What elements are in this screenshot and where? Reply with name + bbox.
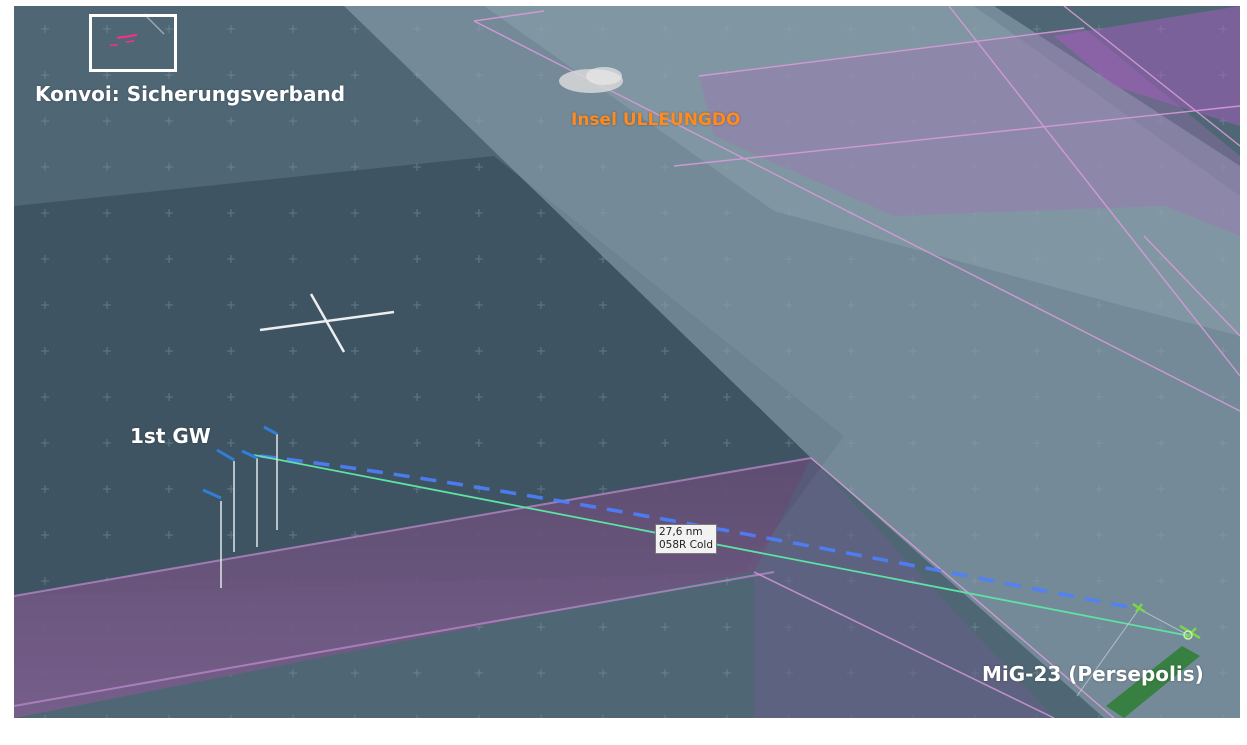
zone-edge [14, 457, 812, 597]
restricted-zone-right [1054, 6, 1240, 126]
friendly-group-label: 1st GW [130, 424, 211, 448]
projection-line [1138, 608, 1191, 637]
enemy-label: MiG-23 (Persepolis) [982, 662, 1204, 686]
altitude-shadow [1106, 646, 1200, 718]
tactical-3d-view[interactable]: Konvoi: Sicherungsverband Insel ULLEUNGD… [14, 6, 1240, 718]
crosshair-icon[interactable] [259, 293, 395, 353]
friendly-aircraft-group[interactable] [202, 425, 278, 588]
aircraft-marker-icon[interactable] [202, 488, 222, 588]
airspace-band-face [754, 458, 1054, 718]
aircraft-marker-icon[interactable] [216, 448, 235, 552]
range-info-box: 27,6 nm 058R Cold [655, 524, 718, 554]
convoy-label: Konvoi: Sicherungsverband [35, 82, 346, 106]
enemy-aircraft-icon[interactable] [1183, 630, 1193, 640]
corridor-volume [344, 6, 1240, 718]
enemy-aircraft-icon[interactable] [1132, 602, 1146, 614]
predicted-track-line [259, 454, 1140, 611]
airspace-band [14, 458, 811, 718]
restricted-zone [699, 28, 1240, 236]
map-canvas[interactable] [14, 6, 1240, 718]
distance-value: 27,6 nm [659, 526, 703, 538]
projection-line [1076, 608, 1140, 697]
zone-edge [753, 571, 1055, 718]
range-line [253, 454, 1191, 637]
aircraft-marker-icon[interactable] [241, 449, 258, 547]
island-shape [586, 67, 622, 85]
enemy-aircraft-group[interactable] [1076, 602, 1201, 718]
aircraft-marker-icon[interactable] [263, 425, 278, 530]
minimap-frame[interactable] [89, 14, 177, 72]
zone-edge [14, 571, 775, 707]
corridor-top [484, 6, 1240, 336]
bearing-aspect-value: 058R Cold [659, 539, 714, 551]
convoy-markers [110, 13, 165, 46]
island-label: Insel ULLEUNGDO [571, 110, 741, 130]
